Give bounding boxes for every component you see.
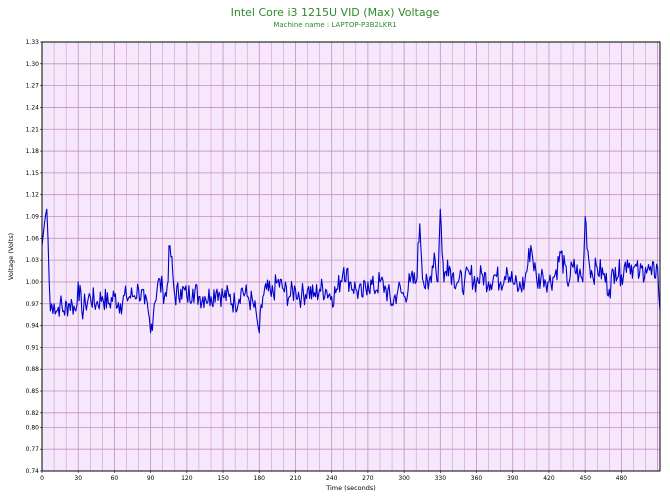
y-tick-label: 0.82 (26, 410, 40, 417)
x-axis-label: Time (seconds) (325, 484, 376, 492)
y-tick-label: 0.94 (26, 323, 40, 330)
y-tick-label: 1.30 (26, 61, 40, 68)
y-axis-label: Voltage (Volts) (7, 233, 15, 280)
y-tick-label: 0.88 (26, 366, 40, 373)
y-tick-label: 1.00 (26, 279, 40, 286)
y-axis-ticks: 0.74 0.77 0.80 0.82 0.85 0.88 0.91 0.94 0.97 1.00… (26, 39, 42, 475)
y-tick-label: 1.15 (26, 170, 40, 177)
plot-border (41, 41, 661, 472)
y-tick-label: 1.33 (26, 39, 40, 46)
x-tick-label: 480 (616, 475, 628, 482)
chart-title: Intel Core i3 1215U VID (Max) Voltage (230, 6, 440, 19)
x-tick-label: 450 (579, 475, 591, 482)
x-tick-label: 240 (326, 475, 338, 482)
y-tick-label: 1.18 (26, 148, 40, 155)
plot-area (42, 42, 660, 471)
x-tick-label: 90 (147, 475, 155, 482)
x-tick-label: 360 (471, 475, 483, 482)
y-tick-label: 1.24 (26, 104, 40, 111)
x-tick-label: 210 (290, 475, 302, 482)
y-tick-label: 0.91 (26, 344, 40, 351)
y-tick-label: 1.12 (26, 192, 40, 199)
y-tick-label: 1.09 (26, 214, 40, 221)
y-tick-label: 1.27 (26, 83, 40, 90)
y-tick-label: 0.97 (26, 301, 40, 308)
x-tick-label: 330 (435, 475, 447, 482)
x-tick-label: 420 (543, 475, 555, 482)
x-tick-label: 0 (40, 475, 44, 482)
x-tick-label: 30 (74, 475, 82, 482)
y-tick-label: 1.21 (26, 126, 40, 133)
y-tick-label: 0.85 (26, 388, 40, 395)
x-tick-label: 60 (111, 475, 119, 482)
y-tick-label: 0.77 (26, 446, 40, 453)
x-tick-label: 300 (398, 475, 410, 482)
x-tick-label: 150 (217, 475, 229, 482)
chart-subtitle: Machine name : LAPTOP-P3B2LKR1 (273, 21, 397, 29)
y-tick-label: 1.03 (26, 257, 40, 264)
x-tick-label: 120 (181, 475, 193, 482)
y-tick-label: 1.06 (26, 235, 40, 242)
x-axis-ticks: 0 30 60 90 120 150 180 210 240 270 300 330 360 390 420… (40, 471, 627, 482)
series-line (41, 208, 661, 334)
y-tick-label: 0.74 (26, 468, 40, 475)
x-tick-label: 270 (362, 475, 374, 482)
x-tick-label: 180 (254, 475, 266, 482)
y-tick-label: 0.80 (26, 424, 40, 431)
x-tick-label: 390 (507, 475, 519, 482)
